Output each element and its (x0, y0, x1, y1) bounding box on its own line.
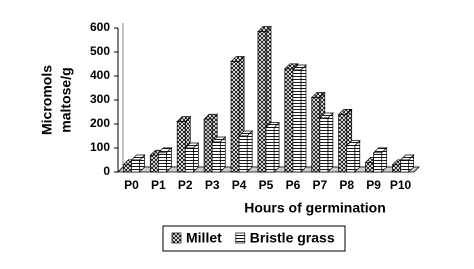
y-tick-label: 400 (90, 68, 110, 82)
legend-swatch (235, 232, 246, 244)
x-axis-label: Hours of germination (244, 200, 386, 216)
bar (365, 162, 374, 173)
bar (211, 141, 221, 173)
bar (203, 118, 213, 173)
bar (131, 159, 140, 173)
y-tick-label: 500 (90, 44, 110, 58)
y-tick-label: 300 (90, 92, 110, 106)
x-tick-label: P1 (151, 178, 166, 192)
bar-side (300, 64, 307, 173)
y-tick-label: 200 (90, 116, 110, 130)
bar (319, 117, 329, 173)
bar (292, 69, 302, 173)
x-tick-label: P0 (124, 178, 139, 192)
bar (400, 159, 409, 173)
bar (346, 145, 356, 173)
x-tick-label: P10 (390, 178, 412, 192)
bar (257, 31, 267, 173)
y-tick-label: 100 (90, 140, 110, 154)
x-tick-label: P6 (286, 178, 301, 192)
bar (158, 152, 167, 173)
x-tick-label: P8 (339, 178, 354, 192)
bar (338, 114, 348, 173)
y-tick-label: 0 (103, 164, 110, 178)
x-tick-label: P7 (312, 178, 327, 192)
bar (184, 147, 194, 173)
y-axis-label: Micromols (39, 65, 55, 135)
bar (373, 152, 383, 173)
y-axis-label: maltose/g (58, 67, 74, 132)
bar-side (273, 121, 280, 173)
legend-box (162, 225, 346, 252)
legend-swatch (171, 232, 182, 244)
x-tick-label: P5 (259, 178, 274, 192)
bar (284, 68, 294, 173)
x-tick-label: P3 (205, 178, 220, 192)
x-tick-label: P2 (178, 178, 193, 192)
bar (392, 164, 401, 173)
y-tick-label: 600 (90, 20, 110, 34)
bar (265, 127, 275, 173)
legend-label: Millet (186, 230, 222, 246)
x-tick-label: P9 (366, 178, 381, 192)
bar (311, 97, 321, 173)
bar-side (327, 112, 334, 173)
bar (123, 164, 132, 173)
bar (176, 121, 186, 173)
bar-side (219, 136, 226, 173)
bar (230, 61, 240, 173)
legend-label: Bristle grass (250, 230, 335, 246)
x-tick-label: P4 (232, 178, 247, 192)
bar-side (246, 130, 253, 173)
bar (238, 135, 248, 173)
bar (149, 154, 159, 173)
